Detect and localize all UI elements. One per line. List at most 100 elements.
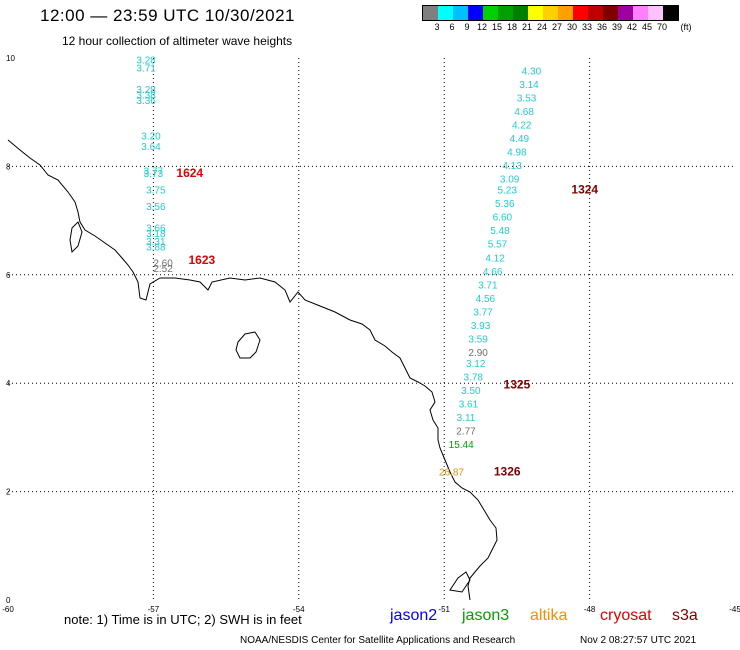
wave-height-value: 4.12 bbox=[485, 253, 505, 264]
colorbar-label: 15 bbox=[491, 22, 503, 32]
wave-height-value: 3.56 bbox=[146, 202, 166, 213]
colorbar-swatch bbox=[453, 6, 468, 20]
wave-height-value: 5.57 bbox=[488, 240, 508, 251]
wave-height-value: 3.77 bbox=[144, 167, 164, 178]
pass-time-label: 1624 bbox=[176, 166, 203, 180]
colorbar-swatch bbox=[558, 6, 573, 20]
map-subtitle: 12 hour collection of altimeter wave hei… bbox=[62, 34, 293, 48]
coastline-path bbox=[7, 139, 498, 601]
satellite-legend-cryosat: cryosat bbox=[600, 607, 652, 624]
wave-height-value: 3.14 bbox=[519, 80, 539, 91]
wave-height-value: 4.66 bbox=[483, 267, 503, 278]
wave-height-value: 4.98 bbox=[507, 148, 527, 159]
wave-height-value: 5.36 bbox=[495, 199, 515, 210]
y-tick-label: 4 bbox=[6, 379, 11, 388]
colorbar-label: 12 bbox=[476, 22, 488, 32]
wave-height-value: 4.56 bbox=[476, 294, 496, 305]
wave-height-value: 3.11 bbox=[457, 413, 476, 424]
wave-height-value: 3.12 bbox=[466, 359, 486, 370]
wave-height-value: 3.73 bbox=[144, 169, 164, 180]
colorbar-label: 18 bbox=[506, 22, 518, 32]
wave-height-value: 3.50 bbox=[461, 386, 481, 397]
wave-height-value: 3.88 bbox=[146, 242, 166, 253]
satellite-legend-s3a: s3a bbox=[672, 607, 698, 624]
wave-height-value: 3.53 bbox=[517, 93, 537, 104]
wave-height-value: 3.38 bbox=[136, 91, 156, 102]
wave-height-value: 15.44 bbox=[449, 440, 474, 451]
wave-height-value: 3.66 bbox=[146, 223, 166, 234]
wave-height-value: 3.78 bbox=[464, 372, 484, 383]
satellite-legend-jason3: jason3 bbox=[462, 607, 510, 624]
wave-height-value: 4.68 bbox=[514, 107, 534, 118]
wave-height-value: 4.22 bbox=[512, 120, 532, 131]
colorbar-label: 30 bbox=[566, 22, 578, 32]
wave-height-value: 5.23 bbox=[497, 186, 517, 197]
wave-height-value: 3.36 bbox=[136, 96, 156, 107]
x-tick-label: -51 bbox=[438, 605, 450, 614]
wave-height-value: 3.61 bbox=[459, 400, 479, 411]
wave-height-value: 3.09 bbox=[500, 175, 520, 186]
wave-height-value: 3.20 bbox=[141, 131, 161, 142]
x-tick-label: -54 bbox=[293, 605, 305, 614]
wave-height-value: 3.77 bbox=[473, 307, 493, 318]
wave-height-value: 26.87 bbox=[439, 467, 464, 478]
satellite-legend-altika: altika bbox=[530, 607, 568, 624]
colorbar-label: 24 bbox=[536, 22, 548, 32]
pass-time-label: 1324 bbox=[571, 183, 598, 197]
colorbar-swatch bbox=[573, 6, 588, 20]
footer-date: Nov 2 08:27:57 UTC 2021 bbox=[580, 635, 697, 646]
wave-height-value: 6.60 bbox=[493, 213, 513, 224]
colorbar-swatch bbox=[513, 6, 528, 20]
colorbar-swatch bbox=[543, 6, 558, 20]
colorbar-label: 27 bbox=[551, 22, 563, 32]
x-tick-label: -57 bbox=[148, 605, 160, 614]
y-tick-label: 6 bbox=[6, 271, 11, 280]
wave-height-value: 3.93 bbox=[471, 321, 491, 332]
y-tick-label: 2 bbox=[6, 488, 11, 497]
y-tick-label: 8 bbox=[6, 162, 11, 171]
colorbar-label: 33 bbox=[581, 22, 593, 32]
colorbar-swatch bbox=[648, 6, 663, 20]
wave-height-value: 4.49 bbox=[510, 134, 530, 145]
colorbar-swatch bbox=[618, 6, 633, 20]
colorbar-label: 9 bbox=[464, 22, 470, 32]
colorbar-swatch bbox=[498, 6, 513, 20]
wave-height-value: 4.13 bbox=[502, 161, 522, 172]
colorbar-swatch bbox=[528, 6, 543, 20]
wave-height-value: 4.30 bbox=[522, 66, 542, 77]
note-text: note: 1) Time is in UTC; 2) SWH is in fe… bbox=[64, 612, 302, 627]
island-marajo bbox=[235, 331, 261, 359]
island-small bbox=[69, 221, 83, 254]
wave-height-value: 2.90 bbox=[468, 348, 488, 359]
wave-height-value: 3.31 bbox=[146, 237, 166, 248]
colorbar-label: 21 bbox=[521, 22, 533, 32]
wave-height-value: 3.59 bbox=[468, 335, 488, 346]
colorbar-swatch bbox=[633, 6, 648, 20]
colorbar-label: 39 bbox=[611, 22, 623, 32]
wave-height-value: 3.71 bbox=[478, 280, 498, 291]
wave-height-value: 2.52 bbox=[153, 264, 173, 275]
wave-height-value: 3.71 bbox=[136, 64, 156, 75]
island-delta bbox=[449, 571, 471, 593]
wave-height-value: 3.64 bbox=[141, 142, 161, 153]
colorbar-label: 6 bbox=[449, 22, 455, 32]
colorbar-swatch bbox=[483, 6, 498, 20]
colorbar-swatch bbox=[663, 6, 678, 20]
colorbar-label: 3 bbox=[434, 22, 440, 32]
footer-credit: NOAA/NESDIS Center for Satellite Applica… bbox=[240, 635, 516, 646]
coastline bbox=[7, 139, 498, 601]
wave-height-value: 5.48 bbox=[490, 226, 510, 237]
x-tick-label: -48 bbox=[584, 605, 596, 614]
map-grid bbox=[8, 58, 735, 600]
colorbar-swatch bbox=[423, 6, 438, 20]
pass-time-label: 1326 bbox=[494, 464, 521, 478]
colorbar-label: 70 bbox=[656, 22, 668, 32]
y-tick-label: 10 bbox=[6, 54, 15, 63]
colorbar-swatch bbox=[438, 6, 453, 20]
map-title: 12:00 — 23:59 UTC 10/30/2021 bbox=[40, 6, 295, 25]
colorbar-swatch bbox=[588, 6, 603, 20]
satellite-legend-jason2: jason2 bbox=[390, 607, 438, 624]
wave-height-value: 2.60 bbox=[153, 259, 173, 270]
pass-time-label: 1623 bbox=[189, 253, 216, 267]
